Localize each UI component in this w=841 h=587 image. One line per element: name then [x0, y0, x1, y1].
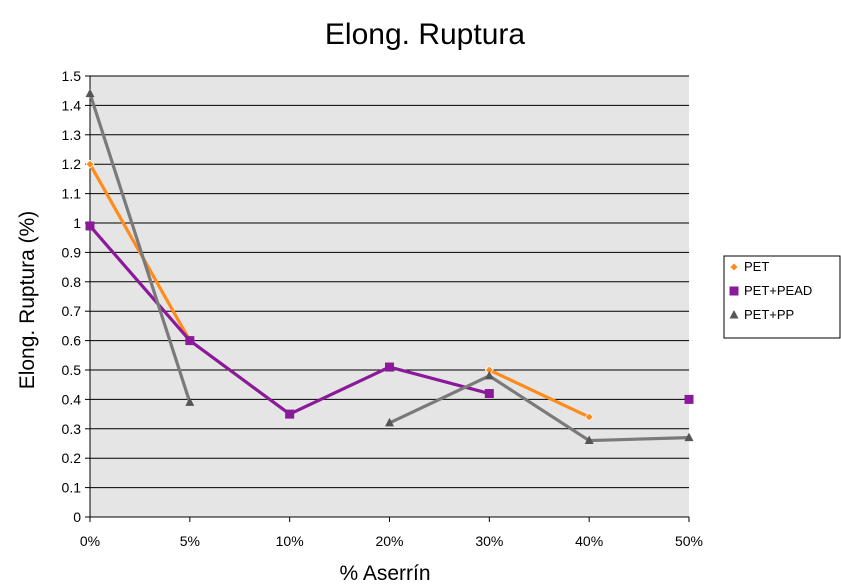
data-point	[584, 435, 594, 445]
data-point	[484, 389, 494, 399]
data-point	[285, 409, 295, 419]
y-tick-label: 0.7	[62, 303, 82, 319]
legend-marker	[729, 262, 739, 272]
data-point	[584, 412, 594, 422]
y-tick-label: 0.3	[62, 421, 82, 437]
y-axis-title: Elong. Ruptura (%)	[16, 211, 39, 390]
data-point	[185, 397, 195, 406]
y-tick-label: 1.3	[62, 127, 82, 143]
plot-area	[90, 76, 689, 517]
y-tick-label: 1.5	[62, 68, 82, 84]
y-tick-label: 0.2	[62, 450, 82, 466]
chart-title: Elong. Ruptura	[325, 18, 525, 51]
y-tick-label: 0.9	[62, 244, 82, 260]
x-tick-label: 20%	[375, 533, 403, 549]
legend-label: PET+PP	[744, 307, 794, 322]
legend-box	[723, 255, 841, 339]
legend-label: PET+PEAD	[744, 283, 812, 298]
data-point	[85, 221, 95, 231]
x-tick-label: 10%	[276, 533, 304, 549]
x-tick-label: 0%	[80, 533, 100, 549]
series-line	[388, 374, 690, 443]
y-tick-label: 0.1	[62, 480, 82, 496]
data-point	[684, 432, 694, 442]
x-tick-label: 50%	[675, 533, 703, 549]
y-tick-label: 0.6	[62, 333, 82, 349]
data-point	[85, 159, 95, 169]
data-point	[484, 370, 494, 380]
y-tick-label: 1	[73, 215, 81, 231]
legend-marker	[729, 310, 739, 319]
legend-label: PET	[744, 259, 769, 274]
data-point	[85, 88, 95, 98]
data-point	[185, 336, 195, 346]
data-point	[385, 362, 394, 372]
legend: PET PET+PEAD PET+PP	[723, 255, 841, 339]
y-tick-label: 0	[73, 509, 81, 525]
data-point	[684, 394, 694, 404]
x-tick-label: 30%	[475, 533, 503, 549]
legend-marker	[729, 286, 739, 296]
x-axis-ticks: 0% 5% 10% 20% 30% 40% 50%	[80, 517, 703, 549]
series-layer	[85, 88, 694, 445]
series-line	[488, 368, 590, 419]
series-pet-pp	[85, 88, 694, 445]
y-tick-label: 0.8	[62, 274, 82, 290]
y-tick-label: 1.1	[62, 186, 82, 202]
y-tick-label: 1.2	[62, 156, 82, 172]
y-tick-label: 0.5	[62, 362, 82, 378]
y-axis-ticks: 0 0.1 0.2 0.3 0.4 0.5 0.6 0.7 0.8 0.9 1 1.1 1.2 1.3 1.…	[62, 68, 90, 525]
y-tick-label: 0.4	[62, 391, 82, 407]
x-axis-title: % Aserrín	[339, 562, 430, 585]
x-tick-label: 40%	[575, 533, 603, 549]
x-tick-label: 5%	[180, 533, 200, 549]
y-tick-label: 1.4	[62, 97, 82, 113]
data-point	[385, 417, 394, 427]
series-line	[88, 93, 192, 403]
